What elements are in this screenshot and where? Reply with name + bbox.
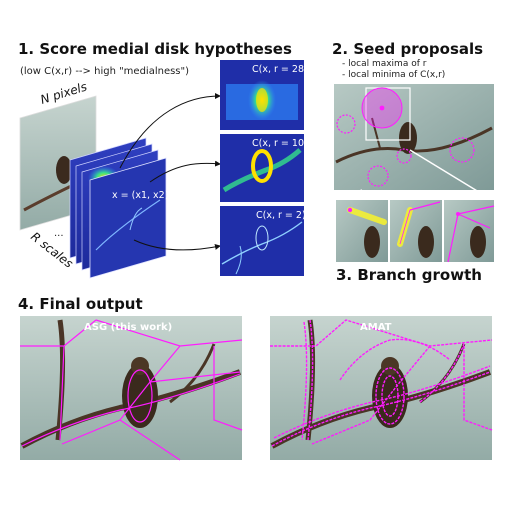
score-map-stack: [69, 137, 167, 279]
pixel-formula: x = (x1, x2): [112, 190, 168, 201]
section2-title: 2. Seed proposals: [332, 40, 483, 58]
arrow-to-r28: [119, 93, 221, 169]
final-output-asg: ASG (this work): [20, 316, 243, 461]
asg-label: ASG (this work): [84, 322, 172, 333]
final-output-amat: AMAT: [270, 316, 493, 460]
panel-r2-label: C(x, r = 2): [256, 210, 306, 221]
panel-r10: C(x, r = 10): [220, 134, 308, 202]
seed-bullet-1: - local maxima of r: [342, 59, 427, 69]
section1-caption: (low C(x,r) --> high "medialness"): [20, 66, 189, 77]
panel-r10-label: C(x, r = 10): [252, 138, 308, 149]
section4-title: 4. Final output: [18, 295, 143, 313]
branch-growth-strip: [336, 200, 495, 263]
seed-bullet-2: - local minima of C(x,r): [342, 70, 445, 80]
panel-r2: C(x, r = 2): [220, 206, 306, 276]
r-scales-label: R scales: [28, 229, 75, 270]
arrow-to-r2: [133, 239, 221, 251]
zoom-line-left: [337, 189, 363, 201]
panel-r28: C(x, r = 28): [220, 60, 308, 130]
arrow-to-r10: [149, 160, 221, 183]
zoom-line-right: [409, 149, 493, 201]
seed-proposal-image: [334, 84, 494, 190]
amat-label: AMAT: [360, 322, 392, 333]
section3-title: 3. Branch growth: [336, 266, 482, 284]
stack-dots: ...: [54, 228, 64, 239]
section1-title: 1. Score medial disk hypotheses: [18, 40, 292, 58]
panel-r28-label: C(x, r = 28): [252, 64, 308, 75]
